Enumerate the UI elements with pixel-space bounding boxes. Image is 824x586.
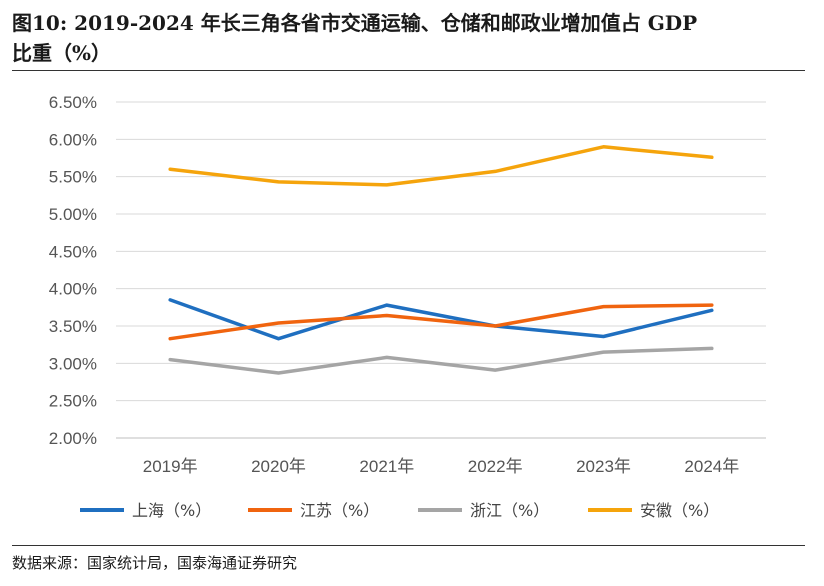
series-lines (168, 145, 714, 375)
source-note: 数据来源：国家统计局，国泰海通证券研究 (12, 554, 298, 572)
y-tick-label: 6.50% (49, 93, 97, 112)
y-axis-ticks: 2.00% 2.50% 3.00% 3.50% 4.00% 4.50% 5.00% 5.50%… (49, 93, 97, 448)
x-axis-ticks: 2019年 2020年 2021年 2022年 2023年 2024年 (143, 457, 739, 476)
y-tick-label: 3.50% (49, 317, 97, 336)
series-line-1 (168, 298, 714, 341)
y-tick-label: 4.00% (49, 280, 97, 299)
title-line-2: 比重（%） (12, 41, 112, 65)
y-tick-label: 2.00% (49, 429, 97, 448)
x-tick-label: 2022年 (468, 457, 523, 476)
y-tick-label: 5.00% (49, 205, 97, 224)
y-tick-label: 5.50% (49, 168, 97, 187)
legend-label: 浙江（%） (470, 501, 549, 520)
y-tick-label: 6.00% (49, 130, 97, 149)
legend: 上海（%） 江苏（%） 浙江（%） 安徽（%） (80, 501, 719, 520)
x-tick-label: 2019年 (143, 457, 198, 476)
y-tick-label: 4.50% (49, 242, 97, 261)
series-line-2 (168, 303, 714, 341)
x-tick-label: 2023年 (576, 457, 631, 476)
title-line-1: 图10: 2019-2024 年长三角各省市交通运输、仓储和邮政业增加值占 GD… (12, 11, 698, 35)
legend-label: 江苏（%） (300, 501, 379, 520)
series-line-3 (168, 346, 714, 375)
y-tick-label: 3.00% (49, 354, 97, 373)
top-divider (12, 70, 805, 71)
legend-label: 安徽（%） (640, 501, 719, 520)
chart-title: 图10: 2019-2024 年长三角各省市交通运输、仓储和邮政业增加值占 GD… (12, 8, 812, 68)
bottom-divider (12, 545, 805, 546)
x-tick-label: 2024年 (684, 457, 739, 476)
x-tick-label: 2020年 (251, 457, 306, 476)
series-line-4 (168, 145, 714, 187)
x-tick-label: 2021年 (359, 457, 414, 476)
legend-label: 上海（%） (132, 501, 211, 520)
y-tick-label: 2.50% (49, 392, 97, 411)
